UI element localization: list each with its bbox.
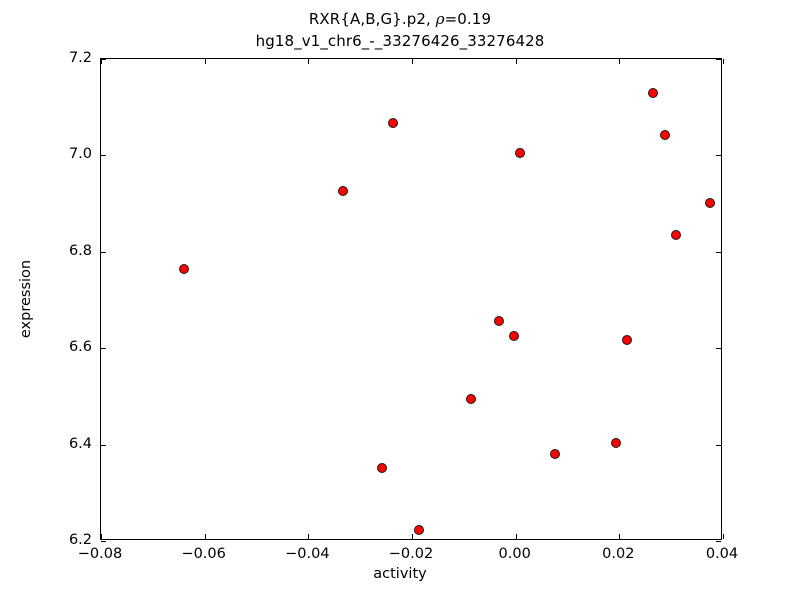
chart-title-line-1: RXR{A,B,G}.p2, ρ=0.19	[0, 8, 800, 30]
data-point	[178, 263, 189, 274]
data-point	[647, 88, 658, 99]
data-point	[514, 147, 525, 158]
data-point	[387, 117, 398, 128]
x-tick-label: 0.02	[602, 546, 635, 562]
y-tick-mark	[716, 155, 721, 157]
plot-axes-frame	[100, 58, 724, 542]
y-tick-label: 7.0	[68, 146, 92, 163]
x-tick-mark	[308, 59, 310, 64]
x-tick-mark	[204, 534, 206, 539]
y-tick-mark	[101, 59, 106, 60]
data-point	[549, 449, 560, 460]
y-tick-mark	[716, 59, 721, 60]
x-tick-mark	[515, 534, 517, 539]
rho-symbol: ρ	[435, 10, 445, 28]
y-tick-mark	[101, 251, 106, 253]
x-tick-mark	[412, 59, 413, 64]
x-tick-mark	[101, 534, 102, 539]
x-tick-mark	[515, 59, 517, 64]
data-point	[610, 438, 621, 449]
data-point	[705, 198, 716, 209]
y-tick-mark	[716, 541, 721, 542]
data-point	[494, 315, 505, 326]
data-point	[621, 335, 632, 346]
y-tick-mark	[101, 155, 106, 157]
data-point	[465, 394, 476, 405]
x-tick-mark	[412, 534, 413, 539]
data-point	[660, 130, 671, 141]
y-axis-label: expression	[18, 259, 34, 339]
x-tick-mark	[619, 534, 621, 539]
y-tick-mark	[101, 541, 106, 542]
x-tick-mark	[204, 59, 206, 64]
chart-title-line-2: hg18_v1_chr6_-_33276426_33276428	[255, 32, 545, 50]
x-tick-label: −0.04	[285, 546, 330, 562]
x-tick-mark	[308, 534, 310, 539]
data-point	[671, 229, 682, 240]
y-tick-label: 6.6	[68, 339, 92, 356]
x-tick-mark	[723, 59, 724, 64]
x-tick-label: 0.04	[705, 546, 739, 562]
y-tick-label: 7.2	[68, 50, 92, 66]
y-tick-mark	[716, 444, 721, 446]
x-axis-label: activity	[373, 566, 427, 582]
data-point	[509, 330, 520, 341]
x-tick-mark	[619, 59, 621, 64]
y-tick-label: 6.8	[68, 242, 92, 259]
y-tick-mark	[101, 444, 106, 446]
data-point	[413, 524, 424, 535]
x-tick-label: −0.02	[388, 546, 434, 562]
x-tick-label: −0.08	[77, 546, 123, 562]
data-point	[338, 185, 349, 196]
x-tick-mark	[723, 534, 724, 539]
data-point	[376, 463, 387, 474]
y-tick-mark	[101, 348, 106, 350]
x-tick-label: −0.06	[181, 546, 226, 562]
chart-title: RXR{A,B,G}.p2, ρ=0.19 hg18_v1_chr6_-_332…	[0, 8, 800, 52]
y-tick-label: 6.2	[68, 532, 92, 548]
y-tick-label: 6.4	[68, 435, 92, 452]
x-tick-label: 0.00	[498, 546, 531, 562]
y-tick-mark	[716, 251, 721, 253]
x-tick-mark	[101, 59, 102, 64]
plot-data-area	[101, 59, 721, 539]
chart-title-prefix: RXR{A,B,G}.p2,	[308, 10, 436, 28]
rho-value: =0.19	[444, 10, 492, 28]
y-tick-mark	[716, 348, 721, 350]
